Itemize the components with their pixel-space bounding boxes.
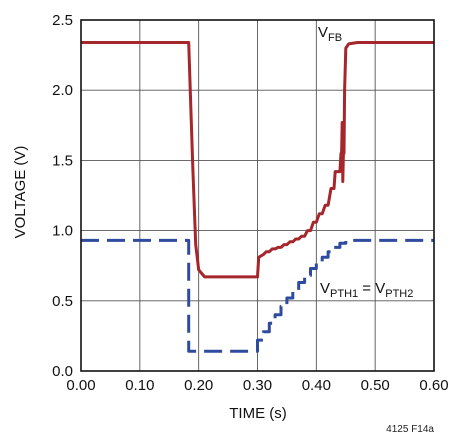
vpth-annotation-sub1: PTH1 [330,288,358,300]
x-tick-label: 0.60 [419,377,448,394]
y-tick-label: 1.0 [52,223,73,240]
series-line-vfb [81,41,434,279]
series-group [81,41,434,353]
y-tick-label: 0.0 [52,363,73,380]
y-axis-label: VOLTAGE (V) [12,146,29,239]
series-line-vpth [81,238,434,353]
x-tick-label: 0.50 [361,377,390,394]
vpth-annotation-main1: V [320,280,330,297]
figure-id: 4125 F14a [386,424,434,435]
vpth-annotation-sub2: PTH2 [385,288,413,300]
y-tick-label: 2.5 [52,12,73,29]
plot-frame [80,19,435,372]
vfb-annotation-sub: FB [328,32,342,44]
x-tick-label: 0.30 [243,377,272,394]
x-tick-label: 0.40 [302,377,331,394]
y-tick-label: 1.5 [52,152,73,169]
y-tick-label: 2.0 [52,82,73,99]
x-tick-label: 0.10 [125,377,154,394]
vfb-annotation-main: V [318,24,328,41]
vfb-annotation: VFB [318,24,342,44]
x-tick-labels: 0.00 0.10 0.20 0.30 0.40 0.50 0.60 [66,377,448,394]
y-tick-label: 0.5 [52,293,73,310]
x-tick-label: 0.20 [184,377,213,394]
vpth-annotation-eq: = V [358,280,385,297]
vpth-annotation: VPTH1 = VPTH2 [320,280,413,300]
y-tick-labels: 0.0 0.5 1.0 1.5 2.0 2.5 [52,12,73,380]
x-tick-label: 0.00 [66,377,95,394]
grid-lines [81,20,434,371]
x-axis-label: TIME (s) [229,405,287,422]
